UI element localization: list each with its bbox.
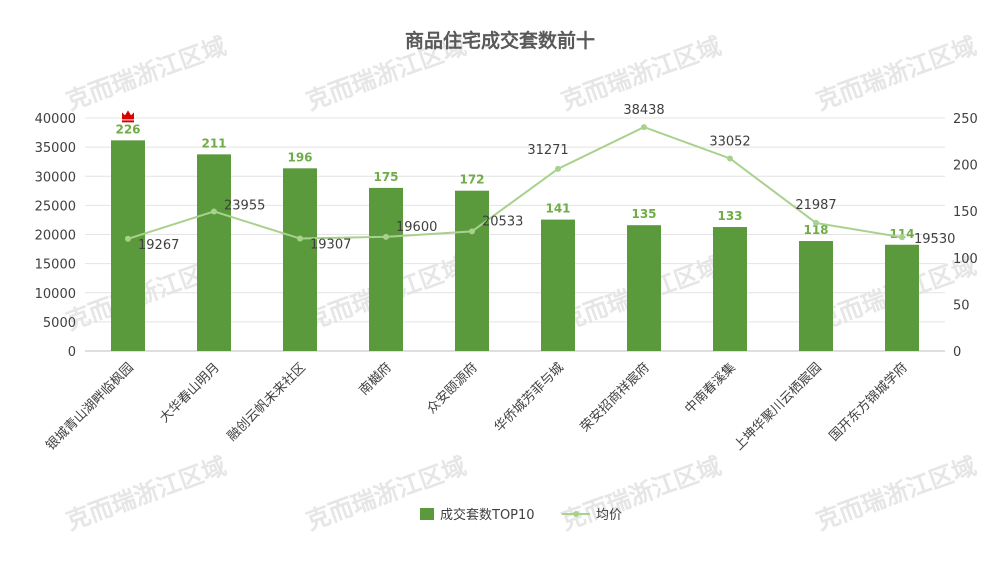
line-point: [555, 165, 561, 172]
right-tick-label: 0: [953, 345, 961, 360]
bar-data-label: 196: [287, 150, 312, 164]
left-tick-label: 20000: [35, 229, 76, 244]
crown-base: [122, 120, 134, 123]
bar-data-label: 175: [373, 170, 398, 184]
line-point: [211, 208, 217, 215]
category-label: 上坤华聚川云栖宸园: [731, 360, 825, 454]
legend[interactable]: 成交套数TOP10 均价: [420, 507, 622, 523]
category-label: 大华春山明月: [157, 360, 223, 426]
line-series: 19267 23955 19307 19600 20533 31271 38438 33052…: [125, 103, 955, 253]
bar: [541, 219, 575, 351]
left-tick-label: 30000: [35, 170, 76, 185]
crown-shape: [122, 110, 134, 120]
bar: [197, 154, 231, 351]
bar-data-label: 114: [889, 227, 914, 241]
left-tick-label: 15000: [35, 258, 76, 273]
line-data-label: 19530: [914, 232, 955, 247]
line-data-label: 19267: [138, 238, 179, 253]
line-point: [125, 235, 131, 242]
chart-title: 商品住宅成交套数前十: [405, 29, 595, 52]
legend-bar-label: 成交套数TOP10: [440, 507, 535, 523]
line-path: [127, 126, 903, 240]
bar: [627, 225, 661, 351]
category-label: 众安颐源府: [424, 360, 481, 417]
right-tick-label: 250: [953, 112, 978, 127]
right-tick-label: 200: [953, 159, 978, 174]
watermark-text: 克而瑞浙江区域: [812, 32, 979, 116]
left-tick-label: 25000: [35, 199, 76, 214]
watermark-text: 克而瑞浙江区域: [557, 452, 724, 536]
line-data-label: 19307: [310, 238, 351, 253]
right-tick-label: 50: [953, 298, 970, 313]
bar-data-label: 211: [201, 136, 226, 150]
watermark-text: 克而瑞浙江区域: [62, 452, 229, 536]
category-label: 银城青山湖畔临枫园: [43, 360, 136, 453]
left-axis: 0 5000 10000 15000 20000 25000 30000 35000 40000: [35, 112, 76, 360]
category-label: 国开东方锦城学府: [826, 360, 911, 445]
bar: [713, 227, 747, 351]
left-tick-label: 40000: [35, 112, 76, 127]
line-point: [813, 219, 819, 226]
bar: [369, 187, 403, 351]
bar-data-label: 226: [115, 122, 140, 136]
line-data-label: 31271: [527, 143, 568, 158]
bar: [885, 244, 919, 351]
legend-bar-swatch: [420, 508, 434, 520]
bar-data-label: 118: [803, 223, 828, 237]
watermark-text: 克而瑞浙江区域: [62, 32, 229, 116]
category-label: 荣安招商祥宸府: [577, 360, 653, 436]
right-axis: 0 50 100 150 200 250: [953, 112, 978, 360]
left-tick-label: 35000: [35, 141, 76, 156]
crown-icon: [122, 110, 134, 123]
line-point: [641, 124, 647, 131]
category-label: 南樾府: [356, 360, 395, 399]
line-point: [297, 235, 303, 242]
bar: [111, 140, 145, 351]
bar-data-label: 135: [631, 207, 656, 221]
category-label: 华侨城芳菲与城: [492, 360, 567, 435]
left-tick-label: 10000: [35, 287, 76, 302]
line-point: [383, 233, 389, 240]
legend-line-marker: [573, 511, 579, 517]
line-point: [899, 234, 905, 241]
line-data-label: 19600: [396, 220, 437, 235]
watermark-text: 克而瑞浙江区域: [812, 452, 979, 536]
line-point: [469, 228, 475, 235]
line-point: [727, 155, 733, 162]
bar-data-label: 133: [717, 209, 742, 223]
bar: [455, 190, 489, 351]
legend-line-label: 均价: [596, 508, 622, 523]
right-tick-label: 150: [953, 205, 978, 220]
bar-data-label: 172: [459, 173, 484, 187]
line-data-label: 20533: [482, 214, 523, 229]
line-data-label: 38438: [623, 103, 664, 118]
category-label: 融创云帆未来社区: [224, 360, 309, 445]
left-tick-label: 5000: [43, 316, 76, 331]
line-data-label: 33052: [709, 134, 750, 149]
left-tick-label: 0: [68, 345, 76, 360]
bar: [799, 241, 833, 351]
right-tick-label: 100: [953, 252, 978, 267]
watermark-text: 克而瑞浙江区域: [302, 452, 469, 536]
bar-series: 226 211 196 175 172 141 135 133 118 114: [111, 122, 919, 351]
bar: [283, 168, 317, 351]
line-data-label: 23955: [224, 198, 265, 213]
category-axis: 银城青山湖畔临枫园 大华春山明月 融创云帆未来社区 南樾府 众安颐源府 华侨城芳菲与城 荣安…: [43, 360, 910, 454]
category-label: 中南春溪集: [682, 360, 739, 417]
bar-data-label: 141: [545, 202, 570, 216]
line-data-label: 21987: [795, 198, 836, 213]
